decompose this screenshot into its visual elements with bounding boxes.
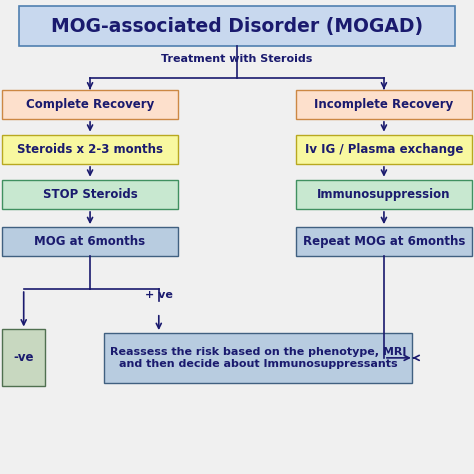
FancyBboxPatch shape [2,180,178,209]
Text: + ve: + ve [145,290,173,300]
FancyBboxPatch shape [296,180,472,209]
Text: MOG at 6months: MOG at 6months [35,235,146,248]
Text: Treatment with Steroids: Treatment with Steroids [161,54,313,64]
Text: Repeat MOG at 6months: Repeat MOG at 6months [303,235,465,248]
Text: -ve: -ve [13,351,34,365]
FancyBboxPatch shape [2,135,178,164]
FancyBboxPatch shape [296,227,472,256]
FancyBboxPatch shape [296,90,472,119]
Text: MOG-associated Disorder (MOGAD): MOG-associated Disorder (MOGAD) [51,17,423,36]
Text: Reassess the risk based on the phenotype, MRI
and then decide about Immunosuppre: Reassess the risk based on the phenotype… [110,347,407,369]
Text: STOP Steroids: STOP Steroids [43,188,137,201]
Text: Incomplete Recovery: Incomplete Recovery [314,98,454,111]
FancyBboxPatch shape [2,227,178,256]
FancyBboxPatch shape [104,333,412,383]
FancyBboxPatch shape [2,90,178,119]
Text: Complete Recovery: Complete Recovery [26,98,154,111]
Text: Iv IG / Plasma exchange: Iv IG / Plasma exchange [305,143,463,156]
FancyBboxPatch shape [2,329,45,386]
Text: Steroids x 2-3 months: Steroids x 2-3 months [17,143,163,156]
Text: Immunosuppression: Immunosuppression [317,188,451,201]
FancyBboxPatch shape [19,6,455,46]
FancyBboxPatch shape [296,135,472,164]
